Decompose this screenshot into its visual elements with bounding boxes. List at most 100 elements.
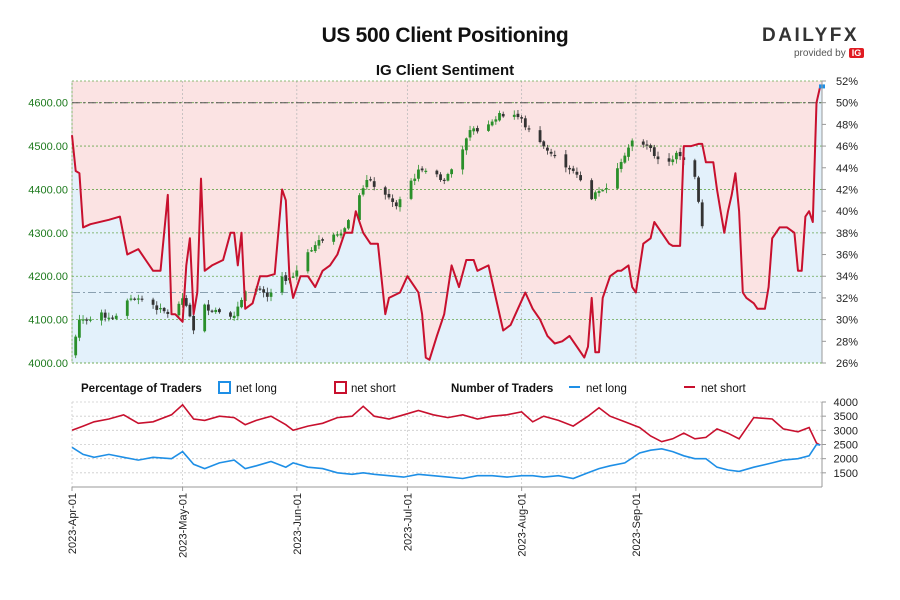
candle-body [645,144,649,146]
candle [501,111,505,118]
candle [335,231,339,238]
candle-body [100,312,103,321]
candle [258,285,262,292]
candle [111,315,114,321]
dailyfx-logo: DAILYFX provided by IG [762,25,872,59]
pct-tick-label: 38% [836,228,858,240]
logo-wordmark: DAILYFX [762,25,860,46]
candle [616,163,619,190]
pct-tick-label: 34% [836,271,858,283]
candle [697,175,700,204]
candle [85,317,89,325]
candle [476,125,479,134]
chart-subtitle: IG Client Sentiment [375,62,515,79]
traders-tick-label: 3500 [834,411,858,423]
candle-body [656,156,660,160]
candle-body [114,315,118,319]
candle [133,297,137,301]
candle-body [291,276,295,278]
candle-body [487,124,490,131]
net-long-traders-line [71,443,821,480]
candle-body [630,140,634,147]
candle [100,309,103,326]
candle-body [321,239,325,241]
candle [693,158,697,180]
candle-body [417,169,420,179]
pct-tick-label: 40% [836,206,858,218]
candle-body [424,170,428,172]
candle [151,297,155,309]
candle [210,309,214,314]
pct-tick-label: 30% [836,315,858,327]
candle-body [394,202,398,207]
candle-body [597,191,601,194]
candle-body [409,180,413,199]
candle [394,200,398,210]
candle-body [571,168,575,171]
candle [262,286,266,298]
candle [590,178,594,201]
candle [516,109,520,120]
candle-body [619,161,623,169]
candle-body [77,319,81,338]
candle [162,306,166,314]
candle [313,241,317,253]
candle-body [140,298,144,300]
candle [317,235,321,250]
candle-body [240,299,243,308]
candle [512,110,516,120]
traders-tick-label: 3000 [834,425,858,437]
candle [568,165,571,175]
candle [549,148,553,157]
candle [214,307,218,314]
candle-body [652,147,656,156]
candle-body [361,188,365,195]
candle-body [166,311,170,314]
candle-body [347,220,350,229]
candle-body [542,141,546,147]
candle-body [81,319,85,321]
candle-body [568,167,571,170]
candle-body [89,319,92,321]
candle-body [369,179,372,181]
candle-body [295,270,299,277]
candle [520,115,524,123]
logo-provided-by: provided by IG [794,48,872,59]
candle-body [590,180,594,200]
price-tick-label: 4400.00 [28,184,68,196]
pct-tick-label: 44% [836,163,858,175]
candle [284,272,288,285]
legend-pct-short-swatch [334,381,347,394]
candle-body [258,288,262,290]
candle [321,237,325,244]
price-tick-label: 4300.00 [28,228,68,240]
candle [564,149,568,173]
price-tick-label: 4000.00 [28,358,68,370]
candle-body [151,299,155,305]
price-tick-label: 4100.00 [28,315,68,327]
candle [166,309,170,318]
candle-body [335,234,339,236]
pct-tick-label: 52% [836,76,858,88]
candle-body [435,170,439,175]
candle [593,190,597,201]
x-tick-label: 2023-Jul-01 [402,493,414,551]
candle [487,120,490,132]
legend-pct-short: net short [351,383,397,395]
candle [206,300,210,316]
legend-pct-long: net long [236,383,277,395]
price-tick-label: 4200.00 [28,271,68,283]
candle-body [125,300,129,316]
candle [129,294,133,302]
candle-body [398,199,402,208]
traders-panel: 1500 2000 2500 3000 3500 4000 [71,397,858,487]
candle [700,199,704,229]
candle-body [310,250,313,252]
candle-body [188,304,192,317]
candle-body [593,192,597,199]
candle [181,293,184,308]
x-tick-label: 2023-May-01 [178,493,190,558]
candle-body [520,117,524,119]
pct-tick-label: 42% [836,184,858,196]
candle-body [649,145,653,149]
